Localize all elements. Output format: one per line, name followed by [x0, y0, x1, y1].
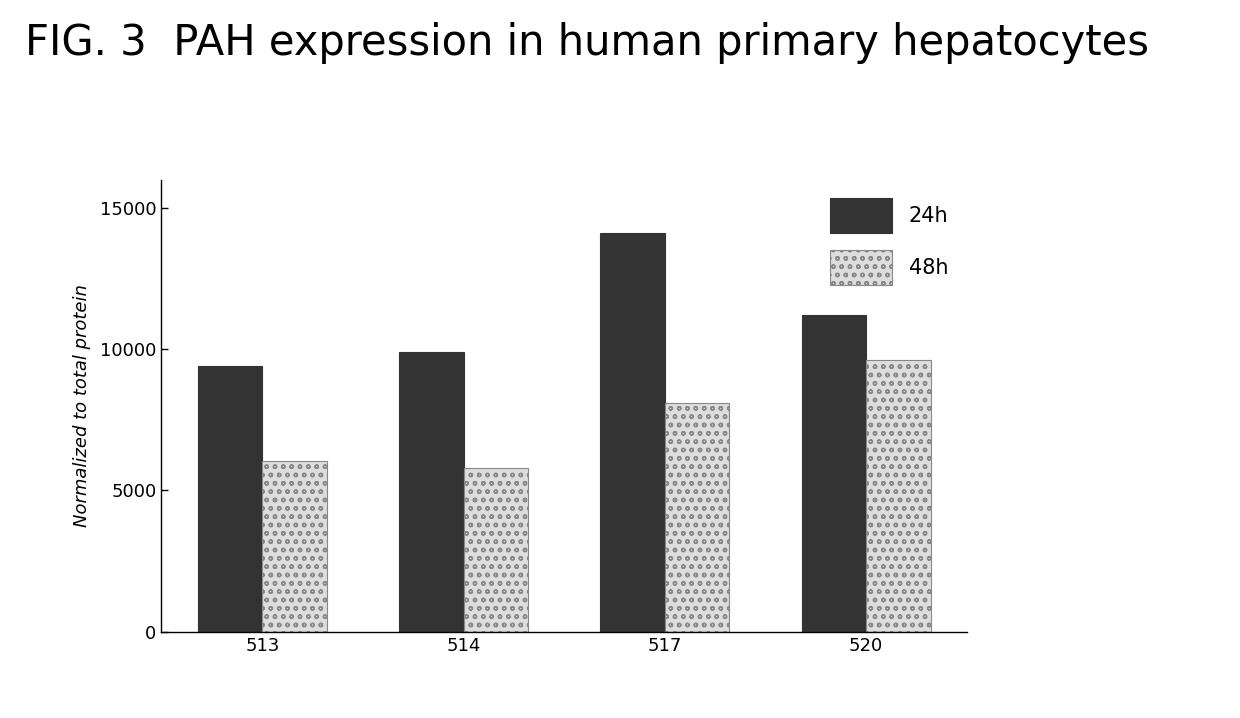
- Y-axis label: Normalized to total protein: Normalized to total protein: [73, 284, 92, 527]
- Bar: [464, 468, 528, 632]
- Bar: [665, 403, 729, 632]
- Bar: [600, 233, 665, 632]
- Legend: 24h, 48h: 24h, 48h: [821, 190, 957, 293]
- Bar: [867, 360, 930, 632]
- Bar: [399, 352, 464, 632]
- Text: FIG. 3  PAH expression in human primary hepatocytes: FIG. 3 PAH expression in human primary h…: [25, 22, 1148, 63]
- Bar: [198, 366, 262, 632]
- Bar: [802, 315, 867, 632]
- Bar: [262, 461, 326, 632]
